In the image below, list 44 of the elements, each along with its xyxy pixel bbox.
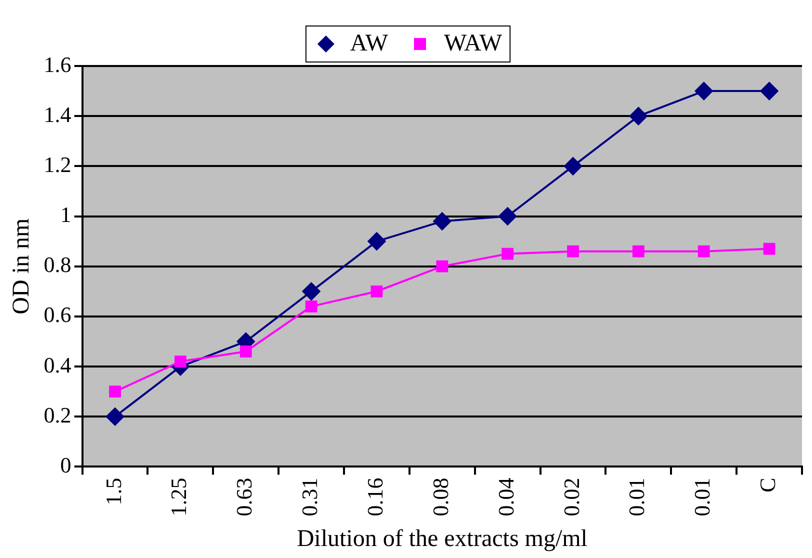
y-tick-label: 0.6 <box>44 302 72 328</box>
y-tick-label: 1.2 <box>44 152 72 177</box>
point <box>174 356 186 368</box>
point <box>106 408 124 426</box>
point <box>564 157 582 176</box>
x-tick-label: 0.04 <box>493 478 518 516</box>
x-tick-label: 1.5 <box>100 478 126 506</box>
y-tick-label: 0 <box>60 452 72 478</box>
y-tick-label: 0.2 <box>44 402 72 428</box>
point <box>109 386 121 398</box>
point <box>632 245 644 258</box>
point <box>694 82 713 100</box>
x-tick-label: C <box>755 478 780 492</box>
y-tick-label: 0.4 <box>44 352 72 378</box>
x-tick-label: 0.31 <box>297 478 322 516</box>
point <box>567 245 579 258</box>
y-tick-label: 1.4 <box>44 102 72 127</box>
point <box>498 207 517 226</box>
x-tick-label: 0.63 <box>232 478 257 516</box>
x-tick-label: 0.02 <box>558 478 584 516</box>
point <box>305 300 318 312</box>
x-axis-title: Dilution of the extracts mg/ml <box>296 526 588 552</box>
point <box>240 346 252 358</box>
point <box>370 285 383 298</box>
x-tick-label: 0.16 <box>362 478 388 516</box>
legend-label: WAW <box>444 30 502 56</box>
point <box>302 282 320 300</box>
x-tick-label: 0.01 <box>624 478 650 516</box>
point <box>433 212 452 230</box>
y-tick-label: 1.6 <box>44 52 72 77</box>
x-tick-label: 0.01 <box>690 478 715 516</box>
point <box>763 242 776 255</box>
y-axis-title: OD in nm <box>8 218 35 314</box>
y-tick-label: 1 <box>60 202 72 228</box>
y-tick-label: 0.8 <box>44 252 72 278</box>
point <box>502 248 514 260</box>
point <box>760 82 778 100</box>
x-tick-label: 1.25 <box>166 478 192 516</box>
x-tick-label: 0.08 <box>428 478 453 516</box>
point <box>436 260 448 272</box>
point <box>368 232 386 250</box>
legend-label: AW <box>350 30 388 56</box>
point <box>698 245 710 258</box>
point <box>629 107 648 126</box>
